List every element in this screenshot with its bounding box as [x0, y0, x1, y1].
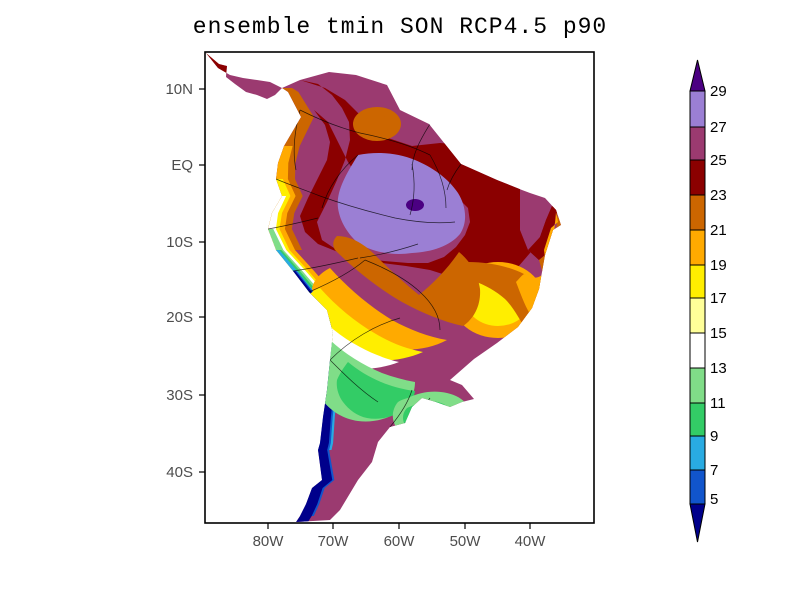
- svg-text:10N: 10N: [165, 81, 193, 98]
- svg-text:21: 21: [710, 222, 727, 239]
- svg-text:70W: 70W: [318, 533, 350, 550]
- svg-text:10S: 10S: [166, 234, 193, 251]
- svg-text:40W: 40W: [515, 533, 547, 550]
- svg-text:5: 5: [710, 491, 718, 508]
- svg-text:11: 11: [710, 395, 726, 412]
- svg-text:EQ: EQ: [171, 157, 193, 174]
- svg-text:13: 13: [710, 360, 727, 377]
- svg-text:19: 19: [710, 257, 727, 274]
- svg-text:17: 17: [710, 290, 727, 307]
- svg-text:27: 27: [710, 119, 727, 136]
- svg-text:30S: 30S: [166, 387, 193, 404]
- svg-text:80W: 80W: [253, 533, 285, 550]
- svg-text:7: 7: [710, 462, 718, 479]
- svg-text:60W: 60W: [384, 533, 416, 550]
- svg-text:9: 9: [710, 428, 718, 445]
- svg-text:20S: 20S: [166, 309, 193, 326]
- svg-text:40S: 40S: [166, 464, 193, 481]
- svg-text:29: 29: [710, 83, 727, 100]
- svg-text:23: 23: [710, 187, 727, 204]
- svg-text:15: 15: [710, 325, 727, 342]
- svg-text:50W: 50W: [450, 533, 482, 550]
- svg-text:25: 25: [710, 152, 727, 169]
